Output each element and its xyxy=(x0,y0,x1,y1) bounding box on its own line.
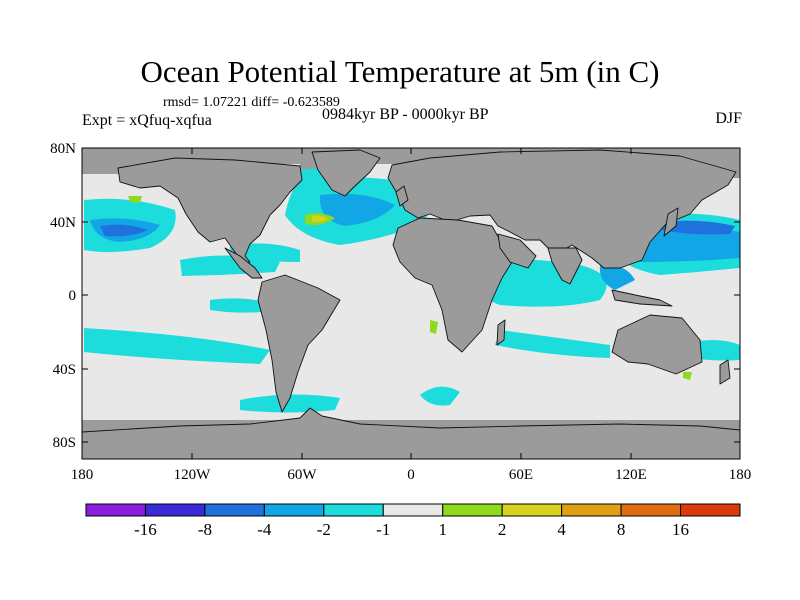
japan xyxy=(663,207,679,237)
arabia xyxy=(497,233,537,269)
colorbar-label: -4 xyxy=(257,520,272,539)
colorbar-label: -2 xyxy=(316,520,331,539)
colorbar-swatch xyxy=(204,503,265,517)
colorbar-swatch xyxy=(85,503,146,517)
lat-label-40n: 40N xyxy=(50,215,76,231)
india xyxy=(547,247,583,285)
anomaly-yellow xyxy=(312,215,328,223)
antarctica xyxy=(82,407,740,459)
colorbar-label: 2 xyxy=(497,520,507,539)
indonesia xyxy=(611,289,673,307)
season-label: DJF xyxy=(715,110,742,127)
colorbar-label: 16 xyxy=(672,520,690,539)
colorbar-swatch xyxy=(442,503,503,517)
north-america xyxy=(117,157,303,263)
colorbar xyxy=(85,503,741,517)
anomaly-blue xyxy=(100,220,735,237)
europe-asia xyxy=(387,149,737,269)
map-ticks xyxy=(82,147,740,459)
colorbar-label: -1 xyxy=(376,520,391,539)
lon-label-120w: 120W xyxy=(173,467,211,483)
new-zealand xyxy=(719,359,731,385)
colorbar-swatch xyxy=(620,503,682,517)
lon-label-180w: 180 xyxy=(70,467,94,483)
experiment-label: Expt = xQfuq-xqfua xyxy=(82,112,212,129)
lat-label-eq: 0 xyxy=(68,288,77,304)
colorbar-label: 8 xyxy=(616,520,626,539)
lat-label-40s: 40S xyxy=(52,362,76,378)
africa xyxy=(392,217,513,353)
colorbar-label: -16 xyxy=(134,520,157,539)
australia xyxy=(611,314,703,375)
colorbar-swatch xyxy=(263,503,325,517)
greenland xyxy=(311,149,381,197)
lat-label-80n: 80N xyxy=(50,141,76,157)
madagascar xyxy=(496,319,506,346)
stats-label: rmsd= 1.07221 diff= -0.623589 xyxy=(163,95,340,110)
colorbar-label: 1 xyxy=(438,520,447,539)
lon-label-60w: 60W xyxy=(287,467,317,483)
lon-label-120e: 120E xyxy=(615,467,647,483)
colorbar-swatch xyxy=(501,503,563,517)
map-title: Ocean Potential Temperature at 5m (in C) xyxy=(140,54,660,89)
colorbar-swatch xyxy=(561,503,622,517)
lon-label-180e: 180 xyxy=(728,467,752,483)
colorbar-swatch xyxy=(323,503,384,517)
colorbar-label: 4 xyxy=(557,520,566,539)
lon-label-0: 0 xyxy=(407,467,415,483)
lat-label-80s: 80S xyxy=(52,435,76,451)
colorbar-swatch xyxy=(144,503,206,517)
uk xyxy=(395,185,409,207)
central-america xyxy=(224,247,263,279)
continents xyxy=(82,149,740,459)
lon-label-60e: 60E xyxy=(508,467,534,483)
colorbar-swatch xyxy=(680,503,741,517)
colorbar-swatch xyxy=(382,503,444,517)
colorbar-label: -8 xyxy=(197,520,212,539)
south-america xyxy=(257,274,341,413)
period-label: 0984kyr BP - 0000kyr BP xyxy=(322,106,489,123)
